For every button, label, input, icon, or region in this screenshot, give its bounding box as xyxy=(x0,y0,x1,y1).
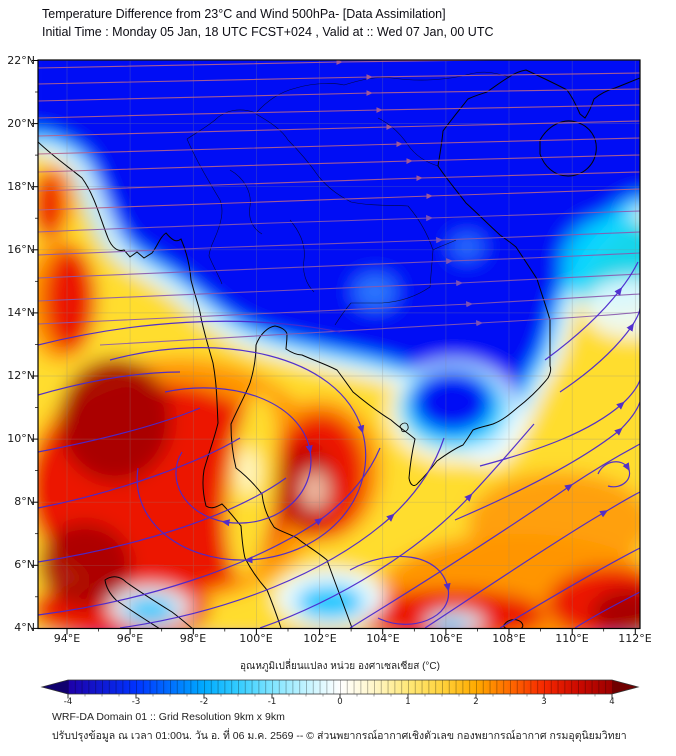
lat-label-6n: 6°N xyxy=(14,558,35,571)
page-subtitle: Initial Time : Monday 05 Jan, 18 UTC FCS… xyxy=(42,25,494,39)
lat-label-4n: 4°N xyxy=(14,621,35,634)
lon-label-108e: 108°E xyxy=(492,632,526,645)
lat-label-12n: 12°N xyxy=(7,369,35,382)
map-frame xyxy=(32,59,641,635)
lat-label-8n: 8°N xyxy=(14,495,35,508)
footer-domain-info: WRF-DA Domain 01 :: Grid Resolution 9km … xyxy=(52,711,285,723)
lon-label-96e: 96°E xyxy=(116,632,144,645)
lat-label-18n: 18°N xyxy=(7,180,35,193)
lon-label-98e: 98°E xyxy=(179,632,207,645)
colorbar-tick--3: -3 xyxy=(131,697,141,707)
lon-label-112e: 112°E xyxy=(618,632,652,645)
lat-label-14n: 14°N xyxy=(7,306,35,319)
lon-label-102e: 102°E xyxy=(303,632,337,645)
colorbar-tick-0: 0 xyxy=(337,697,343,707)
colorbar-tick-3: 3 xyxy=(541,697,547,707)
colorbar-tick-2: 2 xyxy=(473,697,479,707)
footer-update-info: ปรับปรุงข้อมูล ณ เวลา 01:00น. วัน อ. ที่… xyxy=(52,730,627,742)
coastlines xyxy=(38,69,640,629)
temperature-field xyxy=(38,60,640,629)
lon-label-100e: 100°E xyxy=(239,632,273,645)
lon-label-94e: 94°E xyxy=(53,632,81,645)
wind-streamlines xyxy=(38,60,640,629)
page-title: Temperature Difference from 23°C and Win… xyxy=(42,7,446,21)
lat-label-22n: 22°N xyxy=(7,54,35,67)
lon-label-106e: 106°E xyxy=(429,632,463,645)
lat-label-16n: 16°N xyxy=(7,243,35,256)
lat-label-10n: 10°N xyxy=(7,432,35,445)
colorbar-tick--2: -2 xyxy=(199,697,209,707)
colorbar-tick-4: 4 xyxy=(609,697,615,707)
colorbar-title: อุณหภูมิเปลี่ยนแปลง หน่วย องศาเซลเซียส (… xyxy=(240,661,440,672)
lat-label-20n: 20°N xyxy=(7,117,35,130)
lon-label-110e: 110°E xyxy=(555,632,589,645)
colorbar-tick-1: 1 xyxy=(405,697,411,707)
lon-label-104e: 104°E xyxy=(366,632,400,645)
colorbar xyxy=(40,679,640,699)
colorbar-tick--4: -4 xyxy=(63,697,73,707)
colorbar-tick--1: -1 xyxy=(267,697,277,707)
